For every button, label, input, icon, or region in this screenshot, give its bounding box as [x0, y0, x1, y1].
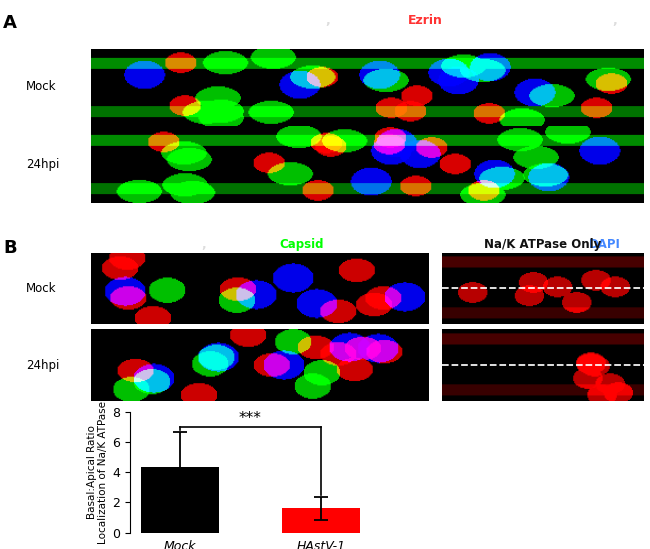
Text: Ezrin: Ezrin	[408, 14, 443, 27]
Bar	[141, 467, 218, 533]
Text: Mock: Mock	[26, 282, 57, 295]
Text: A: A	[3, 14, 17, 32]
Text: ,: ,	[613, 14, 622, 27]
Text: ***: ***	[239, 411, 262, 425]
Text: ,: ,	[326, 14, 335, 27]
Text: Mock: Mock	[26, 80, 57, 93]
Text: 24hpi: 24hpi	[26, 358, 59, 372]
Text: ,: ,	[512, 238, 520, 251]
Text: DAPI: DAPI	[589, 238, 621, 251]
Text: Capsid: Capsid	[280, 238, 324, 251]
Text: Na/K ATPase Only: Na/K ATPase Only	[484, 238, 601, 251]
Y-axis label: Basal:Apical Ratio
Localization of Na/K ATPase: Basal:Apical Ratio Localization of Na/K …	[86, 401, 108, 544]
Text: ,: ,	[202, 238, 211, 251]
Bar	[282, 508, 359, 533]
Text: 24hpi: 24hpi	[26, 158, 59, 171]
Text: B: B	[3, 239, 17, 257]
